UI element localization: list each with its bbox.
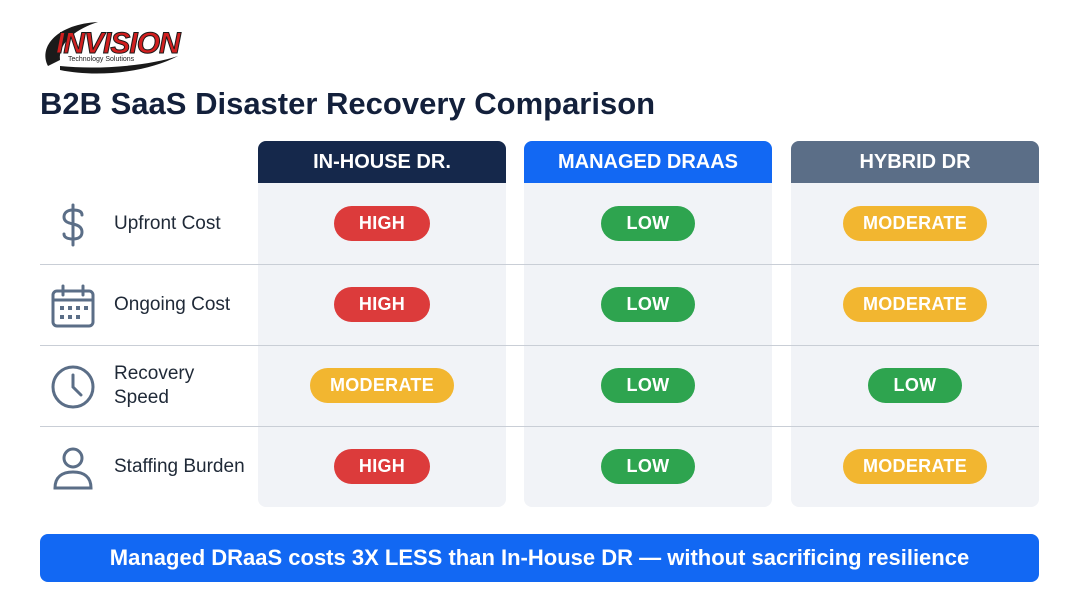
rating-badge-managed: LOW [601, 449, 695, 484]
rating-badge-in-house: MODERATE [310, 368, 454, 403]
dollar-icon [62, 203, 84, 247]
rating-badge-hybrid: MODERATE [843, 287, 987, 322]
row-label: Staffing Burden [114, 456, 245, 477]
user-icon [53, 447, 93, 490]
summary-banner: Managed DRaaS costs 3X LESS than In-Hous… [40, 534, 1039, 582]
row-upfront-cost: Upfront Cost HIGH LOW MODERATE [0, 184, 1080, 264]
rating-badge-hybrid: MODERATE [843, 449, 987, 484]
column-bg-in-house [258, 141, 506, 507]
page-title: B2B SaaS Disaster Recovery Comparison [40, 86, 656, 121]
column-bg-hybrid [791, 141, 1039, 507]
logo-tagline: Technology Solutions [68, 56, 135, 63]
invision-logo: INVISION Technology Solutions [38, 16, 198, 80]
column-header-in-house: IN-HOUSE DR. [258, 141, 506, 183]
rating-badge-in-house: HIGH [334, 449, 430, 484]
row-recovery-speed: Recovery Speed MODERATE LOW LOW [0, 346, 1080, 426]
column-bg-managed [524, 141, 772, 507]
clock-icon [51, 365, 95, 409]
rating-badge-managed: LOW [601, 287, 695, 322]
logo-swoosh-icon [45, 22, 178, 74]
calendar-icon [51, 284, 95, 328]
row-label: Ongoing Cost [114, 294, 231, 315]
row-label: Recovery Speed [114, 363, 195, 408]
rating-badge-managed: LOW [601, 368, 695, 403]
rating-badge-in-house: HIGH [334, 206, 430, 241]
rating-badge-hybrid: LOW [868, 368, 962, 403]
rating-badge-hybrid: MODERATE [843, 206, 987, 241]
row-divider [40, 426, 1039, 427]
row-staffing-burden: Staffing Burden HIGH LOW MODERATE [0, 427, 1080, 507]
row-label: Upfront Cost [114, 213, 221, 234]
logo-wordmark: INVISION [56, 27, 182, 61]
column-header-hybrid: HYBRID DR [791, 141, 1039, 183]
column-header-managed: MANAGED DRAAS [524, 141, 772, 183]
row-divider [40, 345, 1039, 346]
rating-badge-in-house: HIGH [334, 287, 430, 322]
row-divider [40, 264, 1039, 265]
row-ongoing-cost: Ongoing Cost HIGH LOW MODERATE [0, 265, 1080, 345]
rating-badge-managed: LOW [601, 206, 695, 241]
